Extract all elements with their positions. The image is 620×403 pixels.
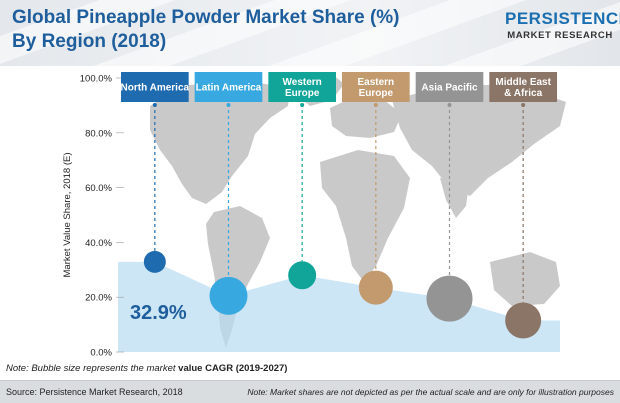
company-logo: PERSISTENCE MARKET RESEARCH xyxy=(505,8,620,52)
region-label-box xyxy=(194,72,263,102)
map-africa xyxy=(320,150,410,282)
market-share-chart: 0.0% 20.0% 40.0% 60.0% 80.0% 100.0% Market Va… xyxy=(62,72,566,359)
bubble-note: Note: Bubble size represents the market … xyxy=(6,363,287,374)
y-tick-label: 100.0% xyxy=(80,74,113,85)
region-label-text: Asia Pacific xyxy=(421,83,478,94)
region-label: North America xyxy=(121,72,190,102)
logo-wordmark: PERSISTENCE xyxy=(505,9,620,28)
region-label-text: & Africa xyxy=(504,88,542,99)
region-label-box xyxy=(342,72,410,102)
region-label: Latin America xyxy=(194,72,263,102)
region-label-text: Latin America xyxy=(196,83,262,94)
region-label-text: North America xyxy=(121,83,190,94)
region-label-text: Eastern xyxy=(357,77,394,88)
leader-lines xyxy=(152,103,526,303)
footer-bar: Source: Persistence Market Research, 201… xyxy=(0,380,620,403)
header-stripes xyxy=(0,0,620,66)
bubble xyxy=(288,261,317,290)
highlight-value: 32.9% xyxy=(130,302,187,324)
region-label-text: Middle East xyxy=(495,77,551,88)
leader-dot xyxy=(373,103,378,107)
logo-subtitle: MARKET RESEARCH xyxy=(507,30,613,41)
region-label-box xyxy=(268,72,336,102)
bubble-note-bold: value CAGR (2019-2027) xyxy=(178,363,288,374)
leader-dot xyxy=(521,103,526,107)
y-axis: 0.0% 20.0% 40.0% 60.0% 80.0% 100.0% xyxy=(80,74,113,359)
share-area xyxy=(118,261,560,352)
leader-dot xyxy=(226,103,231,107)
y-axis-title: Market Value Share, 2018 (E) xyxy=(62,153,73,278)
chart-title-line1: Global Pineapple Powder Market Share (%) xyxy=(12,7,400,28)
map-india xyxy=(440,178,470,218)
leader-dot xyxy=(152,103,157,107)
region-label-text: Western xyxy=(283,77,322,88)
y-tick-label: 0.0% xyxy=(90,348,112,359)
y-tick-label: 40.0% xyxy=(85,238,112,249)
map-australia xyxy=(490,252,560,306)
bubble xyxy=(358,270,393,305)
map-asia xyxy=(392,84,566,196)
region-label-text: Europe xyxy=(359,88,394,99)
region-label-box xyxy=(121,72,189,102)
region-label-box xyxy=(489,72,557,102)
region-label: Asia Pacific xyxy=(415,72,484,102)
region-label: Middle East& Africa xyxy=(489,72,557,102)
bubble-note-text: Note: Bubble size represents the market xyxy=(6,363,179,374)
header-banner: Global Pineapple Powder Market Share (%)… xyxy=(0,0,620,66)
y-tick-label: 20.0% xyxy=(85,293,112,304)
footer-note: Note: Market shares are not depicted as … xyxy=(247,387,614,397)
chart-title: Global Pineapple Powder Market Share (%)… xyxy=(12,6,432,54)
bubble xyxy=(209,276,248,315)
source-text: Source: Persistence Market Research, 201… xyxy=(6,387,183,397)
bubble xyxy=(143,250,166,273)
region-label-box xyxy=(415,72,484,102)
region-label-text: Europe xyxy=(285,88,320,99)
leader-dot xyxy=(300,103,305,107)
y-tick-label: 60.0% xyxy=(85,183,112,194)
y-tick-label: 80.0% xyxy=(85,128,112,139)
map-europe xyxy=(330,96,402,138)
bubble xyxy=(426,275,473,322)
value-bubbles xyxy=(143,250,542,339)
chart-title-line2: By Region (2018) xyxy=(12,31,167,52)
map-north-america xyxy=(150,80,290,204)
bubble xyxy=(505,302,542,339)
leader-dot xyxy=(447,103,452,107)
region-labels: North America Latin America WesternEuropeE… xyxy=(121,72,557,102)
